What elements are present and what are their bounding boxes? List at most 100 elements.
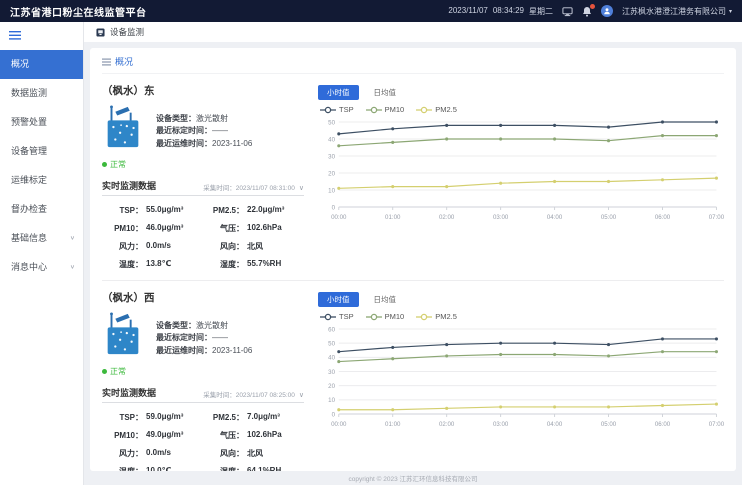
notification-badge	[589, 3, 595, 9]
legend-label: PM2.5	[435, 105, 457, 114]
monitor-icon[interactable]	[562, 6, 573, 17]
svg-text:02:00: 02:00	[439, 421, 455, 428]
maintenance-time-value: 2023-11-06	[212, 138, 253, 148]
sidebar-item-6[interactable]: 基础信息 ∨	[0, 224, 83, 253]
legend-marker-icon	[320, 313, 336, 320]
legend-marker-icon	[416, 313, 433, 320]
legend-label: TSP	[339, 105, 354, 114]
svg-text:50: 50	[328, 119, 335, 126]
header-datetime: 2023/11/07 08:34:29 星期二	[448, 6, 553, 17]
svg-text:01:00: 01:00	[385, 214, 401, 221]
device-type-label: 设备类型：	[156, 114, 196, 123]
line-chart-east: 0 10 20 30 40 50 00:00 01:00 02:00 03:00 04:00 05:0…	[328, 119, 724, 221]
metric-value: 102.6hPa	[247, 430, 282, 439]
legend-item-pm10[interactable]: PM10	[365, 312, 404, 321]
device-image	[107, 105, 139, 148]
header-date: 2023/11/07	[448, 5, 488, 15]
legend-item-tsp[interactable]: TSP	[320, 105, 354, 114]
avatar[interactable]	[600, 5, 613, 17]
station-card-east: （枫水）东	[102, 74, 724, 280]
status-badge: 正常	[102, 366, 144, 377]
metric-label: TSP：	[119, 206, 143, 215]
legend-marker-icon	[320, 106, 336, 113]
metrics-grid: TSP： 59.0μg/m³ PM2.5： 7.0μg/m³ PM10： 49.0μg/m…	[102, 412, 304, 471]
header-time: 08:34:29	[492, 5, 524, 15]
sidebar-menu: 概况 数据监测 预警处置 设备管理 运维标定 督办检查 基础信息 ∨ 消息中心 ∨	[0, 50, 83, 282]
metric-label: PM10：	[114, 431, 143, 440]
station-title: （枫水）东	[102, 85, 155, 97]
svg-text:40: 40	[328, 354, 335, 361]
realtime-section: 实时监测数据 采集时间：2023/11/07 08:25:00 ∨ TSP： 59…	[102, 386, 304, 471]
chart-legend: TSP PM10 PM2.5	[320, 312, 724, 321]
sidebar-item-7[interactable]: 消息中心 ∨	[0, 253, 83, 282]
legend-marker-icon	[365, 313, 382, 320]
legend-item-pm10[interactable]: PM10	[365, 105, 404, 114]
svg-text:06:00: 06:00	[655, 214, 671, 221]
sidebar-item-label: 概况	[11, 59, 30, 69]
chevron-down-icon: ∨	[69, 235, 75, 242]
sidebar-item-label: 消息中心	[11, 262, 48, 272]
svg-text:50: 50	[328, 340, 335, 347]
chart-legend: TSP PM10 PM2.5	[320, 105, 724, 114]
chart-area: 小时值 日均值 TSP PM10 PM2.5 0 10 20 30 40 50 60 00:00 0…	[318, 290, 724, 471]
breadcrumb: 概况	[102, 55, 724, 74]
metric-value: 49.0μg/m³	[146, 430, 184, 439]
station-title: （枫水）西	[102, 292, 155, 304]
metric-label: 风力：	[119, 242, 143, 251]
menu-collapse-icon[interactable]	[0, 22, 83, 50]
sidebar-item-2[interactable]: 预警处置	[0, 108, 83, 137]
bell-icon[interactable]	[582, 3, 595, 17]
chart-tabs: 小时值 日均值	[318, 85, 724, 100]
maintenance-time-value: 2023-11-06	[212, 345, 253, 355]
legend-item-tsp[interactable]: TSP	[320, 312, 354, 321]
tab-hour-value[interactable]: 小时值	[318, 85, 359, 100]
metrics-grid: TSP： 55.0μg/m³ PM2.5： 22.0μg/m³ PM10： 46.0μg/…	[102, 205, 304, 270]
svg-text:10: 10	[328, 187, 335, 194]
realtime-title: 实时监测数据	[102, 388, 157, 398]
status-dot	[102, 162, 107, 167]
tab-day-value[interactable]: 日均值	[373, 88, 397, 97]
status-dot	[102, 369, 107, 374]
sidebar-item-0[interactable]: 概况	[0, 50, 83, 79]
metric-label: 风向：	[220, 242, 244, 251]
svg-text:06:00: 06:00	[655, 421, 671, 428]
legend-item-pm25[interactable]: PM2.5	[416, 105, 457, 114]
company-menu[interactable]: 江苏枫水港澄江港务有限公司 ▾	[622, 6, 732, 17]
realtime-title: 实时监测数据	[102, 181, 157, 191]
metric-label: 气压：	[220, 431, 244, 440]
device-meta: 设备类型：激光散射 最近标定时间：—— 最近运维时间：2023-11-06	[156, 105, 252, 170]
collect-time: 采集时间：2023/11/07 08:25:00	[203, 392, 295, 399]
device-type-label: 设备类型：	[156, 321, 196, 330]
svg-text:00:00: 00:00	[331, 214, 347, 221]
sidebar-item-3[interactable]: 设备管理	[0, 137, 83, 166]
tab-hour-value[interactable]: 小时值	[318, 292, 359, 307]
tab-day-value[interactable]: 日均值	[373, 295, 397, 304]
chart-tabs: 小时值 日均值	[318, 292, 724, 307]
svg-text:03:00: 03:00	[493, 214, 509, 221]
calibration-time-value: ——	[212, 333, 228, 343]
device-type-value: 激光散射	[196, 321, 228, 330]
collapse-chevron-icon[interactable]: ∨	[298, 392, 304, 399]
device-monitor-icon	[96, 27, 105, 37]
legend-item-pm25[interactable]: PM2.5	[416, 312, 457, 321]
legend-label: TSP	[339, 312, 354, 321]
svg-text:30: 30	[328, 369, 335, 376]
breadcrumb-overview[interactable]: 概况	[115, 57, 134, 67]
metric-label: 湿度：	[220, 260, 244, 269]
sidebar-item-5[interactable]: 督办检查	[0, 195, 83, 224]
metric-label: TSP：	[119, 413, 143, 422]
metric-value: 0.0m/s	[146, 448, 171, 457]
svg-text:04:00: 04:00	[547, 214, 563, 221]
sidebar-item-4[interactable]: 运维标定	[0, 166, 83, 195]
metric-value: 北风	[247, 242, 263, 251]
tab-device-monitoring[interactable]: 设备监测	[110, 27, 145, 37]
sidebar-item-1[interactable]: 数据监测	[0, 79, 83, 108]
maintenance-time-label: 最近运维时间：	[156, 138, 212, 148]
metric-value: 59.0μg/m³	[146, 412, 184, 421]
sidebar-item-label: 设备管理	[11, 146, 48, 156]
collapse-chevron-icon[interactable]: ∨	[298, 185, 304, 192]
svg-text:40: 40	[328, 136, 335, 143]
svg-text:20: 20	[328, 170, 335, 177]
station-card-west: （枫水）西	[102, 280, 724, 471]
metric-value: 102.6hPa	[247, 223, 282, 232]
